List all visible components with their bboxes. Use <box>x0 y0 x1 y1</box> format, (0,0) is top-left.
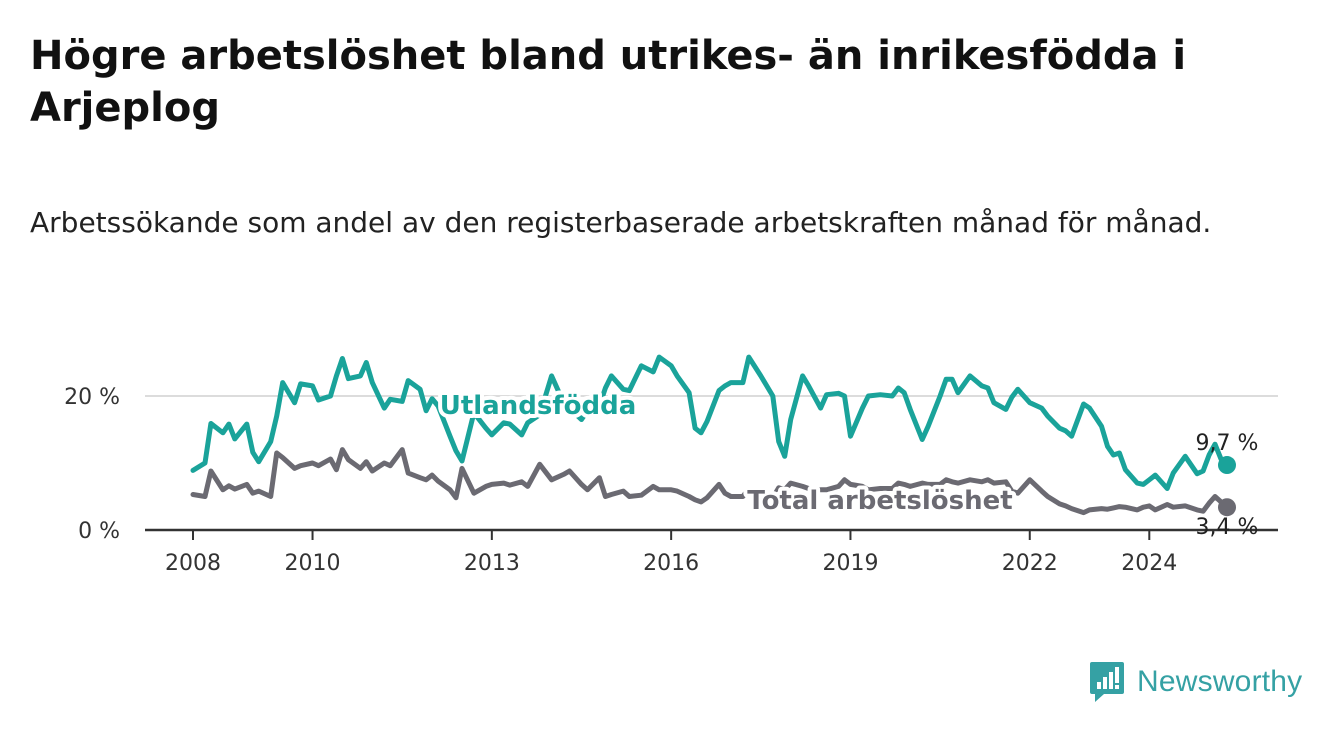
end-value-label: 9,7 % <box>1196 431 1259 456</box>
brand-logo[interactable]: Newsworthy <box>1089 660 1302 704</box>
line-chart: 0 % 20 % 2008 2010 2013 2016 2019 2022 2024 Utla… <box>64 354 1278 576</box>
x-tick-label: 2008 <box>165 551 221 576</box>
x-tick-label: 2024 <box>1121 551 1177 576</box>
y-tick-label: 20 % <box>64 385 120 410</box>
end-point-marker <box>1218 456 1236 475</box>
end-value-label: 3,4 % <box>1196 515 1259 540</box>
y-tick-label: 0 % <box>78 519 120 544</box>
x-tick-label: 2016 <box>643 551 699 576</box>
series-layer <box>190 354 1236 517</box>
bar-chart-logo-icon <box>1090 662 1124 702</box>
series-label: Utlandsfödda <box>440 391 637 421</box>
chart-subtitle: Arbetssökande som andel av den registerb… <box>30 206 1212 239</box>
axis-layer: 0 % 20 % 2008 2010 2013 2016 2019 2022 2024 <box>64 385 1278 576</box>
brand-name: Newsworthy <box>1137 665 1303 698</box>
series-label-halo: Total arbetslöshet <box>747 486 1012 516</box>
x-tick-label: 2013 <box>464 551 520 576</box>
series-line-total <box>190 447 1230 516</box>
series-label-halo: Utlandsfödda <box>440 391 637 421</box>
series-line-utlandsfodda <box>190 354 1230 491</box>
chart-title: Högre arbetslöshet bland utrikes- än inr… <box>30 33 1187 131</box>
series-label: Total arbetslöshet <box>747 486 1012 516</box>
x-tick-label: 2022 <box>1002 551 1058 576</box>
end-point-marker <box>1218 498 1236 517</box>
x-tick-label: 2019 <box>822 551 878 576</box>
x-tick-label: 2010 <box>285 551 341 576</box>
